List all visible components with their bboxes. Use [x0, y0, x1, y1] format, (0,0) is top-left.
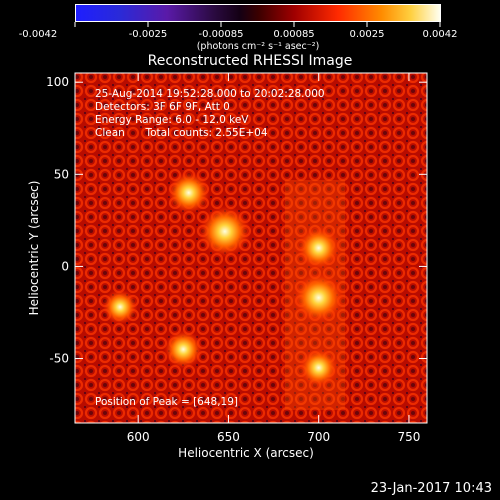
colorbar-tick-label: -0.0025 [129, 29, 168, 40]
emission-source [198, 205, 251, 258]
colorbar-tick-label: 0.0025 [350, 29, 385, 40]
timestamp: 23-Jan-2017 10:43 [370, 481, 492, 496]
colorbar-tick-label: -0.00085 [199, 29, 244, 40]
emission-source [102, 289, 138, 325]
emission-source [163, 329, 203, 369]
chart-title: Reconstructed RHESSI Image [147, 53, 353, 69]
emission-source [299, 348, 339, 388]
emission-source [167, 171, 211, 215]
colorbar-tick-label: 0.0042 [423, 29, 458, 40]
annotation-energy: Energy Range: 6.0 - 12.0 keV [95, 114, 249, 126]
x-tick-label: 750 [397, 430, 420, 444]
annotation-counts: Total counts: 2.55E+04 [145, 127, 268, 139]
y-tick-label: -50 [49, 352, 69, 366]
y-axis-label: Heliocentric Y (arcsec) [27, 181, 41, 316]
x-tick-label: 700 [307, 430, 330, 444]
y-tick-label: 0 [61, 259, 69, 273]
colorbar [75, 4, 441, 22]
annotation-time-range: 25-Aug-2014 19:52:28.000 to 20:02:28.000 [95, 88, 325, 100]
emission-source [297, 226, 341, 270]
annotation-peak: Position of Peak = [648,19] [95, 396, 239, 408]
colorbar-tick-label: -0.0042 [19, 29, 58, 40]
colorbar-tick-label: 0.00085 [273, 29, 314, 40]
x-axis-label: Heliocentric X (arcsec) [178, 446, 314, 460]
x-tick-label: 650 [217, 430, 240, 444]
annotation-detectors: Detectors: 3F 6F 9F, Att 0 [95, 101, 230, 113]
heatmap-image [75, 73, 427, 423]
plot-frame [74, 72, 428, 424]
y-tick-label: 50 [54, 167, 69, 181]
annotation-method: Clean [95, 127, 125, 139]
emission-source [293, 272, 344, 323]
x-tick-label: 600 [127, 430, 150, 444]
y-tick-label: 100 [46, 75, 69, 89]
colorbar-unit-label: (photons cm⁻² s⁻¹ asec⁻²) [197, 41, 320, 52]
colorbar-axis: -0.0042 -0.0025 -0.00085 0.00085 0.0025 … [19, 22, 458, 52]
